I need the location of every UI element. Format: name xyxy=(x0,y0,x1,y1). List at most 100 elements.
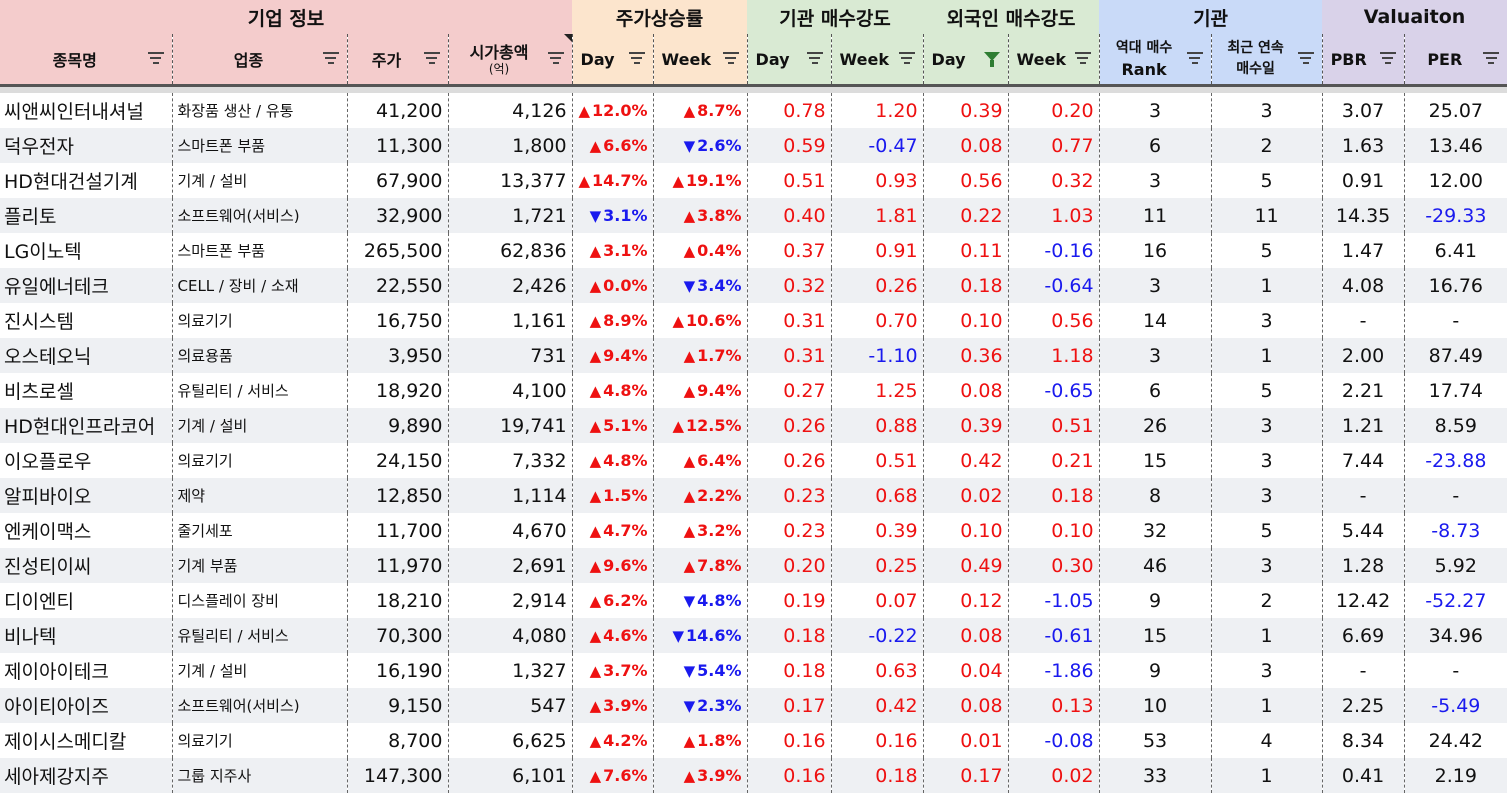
table-row[interactable]: 진성티이씨 기계 부품 11,970 2,691 ▲ 9.6% ▲ 7.8% 0.20 0.25 0… xyxy=(0,548,1507,583)
streak-cell[interactable]: 3 xyxy=(1211,408,1323,443)
price-week-change-cell[interactable]: ▼ 2.6% xyxy=(653,128,748,163)
inst-day-cell[interactable]: 0.16 xyxy=(747,723,832,758)
per-cell[interactable]: 13.46 xyxy=(1404,128,1507,163)
market-cap-cell[interactable]: 731 xyxy=(448,338,573,373)
price-cell[interactable]: 67,900 xyxy=(347,163,449,198)
per-cell[interactable]: 6.41 xyxy=(1434,239,1477,262)
price-day-change-cell[interactable]: ▲ 9.4% xyxy=(572,338,654,373)
pbr-cell[interactable]: 1.63 xyxy=(1322,128,1405,163)
price-week-change-cell[interactable]: ▲ 3.8% xyxy=(653,198,748,233)
sector-cell[interactable]: 제약 xyxy=(172,478,348,513)
active-filter-icon[interactable] xyxy=(983,52,1000,67)
price-day-change-cell[interactable]: ▲ 0.0% xyxy=(572,268,654,303)
rank-cell[interactable]: 3 xyxy=(1099,93,1212,128)
market-cap-cell[interactable]: 19,741 xyxy=(448,408,573,443)
column-header-price-week[interactable]: Week xyxy=(653,34,748,87)
per-cell[interactable]: - xyxy=(1452,659,1460,682)
filter-icon[interactable] xyxy=(423,52,440,66)
price-week-change-cell[interactable]: ▲ 0.4% xyxy=(653,233,748,268)
price-day-change-cell[interactable]: ▲ 8.9% xyxy=(572,303,654,338)
per-cell[interactable]: -23.88 xyxy=(1425,449,1487,472)
price-week-change-cell[interactable]: ▼ 3.4% xyxy=(653,268,748,303)
price-week-change-cell[interactable]: ▲ 10.6% xyxy=(653,303,748,338)
foreign-day-cell[interactable]: 0.01 xyxy=(923,723,1009,758)
inst-day-cell[interactable]: 0.78 xyxy=(747,93,832,128)
foreign-week-cell[interactable]: 0.30 xyxy=(1008,548,1100,583)
rank-cell[interactable]: 46 xyxy=(1099,548,1212,583)
filter-icon[interactable] xyxy=(806,52,823,66)
market-cap-cell[interactable]: 2,691 xyxy=(448,548,573,583)
pbr-cell[interactable]: 8.34 xyxy=(1322,723,1405,758)
inst-day-cell[interactable]: 0.40 xyxy=(747,198,832,233)
price-cell[interactable]: 70,300 xyxy=(347,618,449,653)
streak-cell[interactable]: 5 xyxy=(1211,513,1323,548)
stock-name-cell[interactable]: 덕우전자 xyxy=(0,128,173,163)
filter-icon[interactable] xyxy=(547,52,564,66)
per-cell[interactable]: - xyxy=(1452,309,1460,332)
price-day-change-cell[interactable]: ▲ 4.7% xyxy=(572,513,654,548)
streak-cell[interactable]: 3 xyxy=(1211,478,1323,513)
inst-day-cell[interactable]: 0.20 xyxy=(747,548,832,583)
price-day-change-cell[interactable]: ▲ 4.2% xyxy=(572,723,654,758)
table-row[interactable]: 진시스템 의료기기 16,750 1,161 ▲ 8.9% ▲ 10.6% 0.31 0.70 0.… xyxy=(0,303,1507,338)
per-cell[interactable]: -8.73 xyxy=(1431,519,1481,542)
pbr-cell[interactable]: 14.35 xyxy=(1322,198,1405,233)
inst-week-cell[interactable]: 0.88 xyxy=(831,408,924,443)
streak-cell[interactable]: 3 xyxy=(1211,548,1323,583)
pbr-cell[interactable]: 4.08 xyxy=(1322,268,1405,303)
market-cap-cell[interactable]: 1,800 xyxy=(448,128,573,163)
foreign-week-cell[interactable]: 0.56 xyxy=(1008,303,1100,338)
table-row[interactable]: 비츠로셀 유틸리티 / 서비스 18,920 4,100 ▲ 4.8% ▲ 9.4% 0.27 1… xyxy=(0,373,1507,408)
inst-day-cell[interactable]: 0.18 xyxy=(747,618,832,653)
inst-day-cell[interactable]: 0.16 xyxy=(747,758,832,793)
foreign-week-cell[interactable]: -1.86 xyxy=(1008,653,1100,688)
price-cell[interactable]: 18,920 xyxy=(347,373,449,408)
column-header-pbr[interactable]: PBR xyxy=(1322,34,1405,87)
inst-day-cell[interactable]: 0.23 xyxy=(747,478,832,513)
streak-cell[interactable]: 3 xyxy=(1211,653,1323,688)
inst-week-cell[interactable]: 0.26 xyxy=(831,268,924,303)
column-header-per[interactable]: PER xyxy=(1404,34,1507,87)
inst-day-cell[interactable]: 0.37 xyxy=(747,233,832,268)
stock-name-cell[interactable]: LG이노텍 xyxy=(0,233,173,268)
streak-cell[interactable]: 1 xyxy=(1211,268,1323,303)
inst-week-cell[interactable]: 0.07 xyxy=(831,583,924,618)
foreign-day-cell[interactable]: 0.04 xyxy=(923,653,1009,688)
inst-day-cell[interactable]: 0.17 xyxy=(747,688,832,723)
streak-cell[interactable]: 11 xyxy=(1211,198,1323,233)
price-day-change-cell[interactable]: ▲ 3.7% xyxy=(572,653,654,688)
rank-cell[interactable]: 3 xyxy=(1099,338,1212,373)
streak-cell[interactable]: 3 xyxy=(1211,303,1323,338)
foreign-day-cell[interactable]: 0.17 xyxy=(923,758,1009,793)
pbr-cell[interactable]: 3.07 xyxy=(1322,93,1405,128)
filter-icon[interactable] xyxy=(147,52,164,66)
market-cap-cell[interactable]: 6,101 xyxy=(448,758,573,793)
stock-name-cell[interactable]: 제이시스메디칼 xyxy=(0,723,173,758)
stock-name-cell[interactable]: 오스테오닉 xyxy=(0,338,173,373)
foreign-week-cell[interactable]: 0.77 xyxy=(1008,128,1100,163)
inst-week-cell[interactable]: 0.16 xyxy=(831,723,924,758)
market-cap-cell[interactable]: 2,426 xyxy=(448,268,573,303)
column-header-inst-week[interactable]: Week xyxy=(831,34,924,87)
market-cap-cell[interactable]: 1,327 xyxy=(448,653,573,688)
filter-icon[interactable] xyxy=(1483,52,1500,66)
stock-name-cell[interactable]: HD현대인프라코어 xyxy=(0,408,173,443)
market-cap-cell[interactable]: 62,836 xyxy=(448,233,573,268)
stock-name-cell[interactable]: 엔케이맥스 xyxy=(0,513,173,548)
foreign-day-cell[interactable]: 0.08 xyxy=(923,373,1009,408)
foreign-day-cell[interactable]: 0.12 xyxy=(923,583,1009,618)
foreign-week-cell[interactable]: 0.02 xyxy=(1008,758,1100,793)
foreign-week-cell[interactable]: 0.13 xyxy=(1008,688,1100,723)
pbr-cell[interactable]: 2.21 xyxy=(1322,373,1405,408)
sector-cell[interactable]: 기계 / 설비 xyxy=(172,163,348,198)
market-cap-cell[interactable]: 4,100 xyxy=(448,373,573,408)
price-week-change-cell[interactable]: ▼ 2.3% xyxy=(653,688,748,723)
streak-cell[interactable]: 1 xyxy=(1211,338,1323,373)
column-header-streak[interactable]: 최근 연속 매수일 xyxy=(1211,34,1323,87)
price-week-change-cell[interactable]: ▲ 2.2% xyxy=(653,478,748,513)
price-week-change-cell[interactable]: ▲ 19.1% xyxy=(653,163,748,198)
foreign-day-cell[interactable]: 0.39 xyxy=(923,93,1009,128)
sector-cell[interactable]: 의료용품 xyxy=(172,338,348,373)
column-header-inst-day[interactable]: Day xyxy=(747,34,832,87)
price-week-change-cell[interactable]: ▼ 14.6% xyxy=(653,618,748,653)
